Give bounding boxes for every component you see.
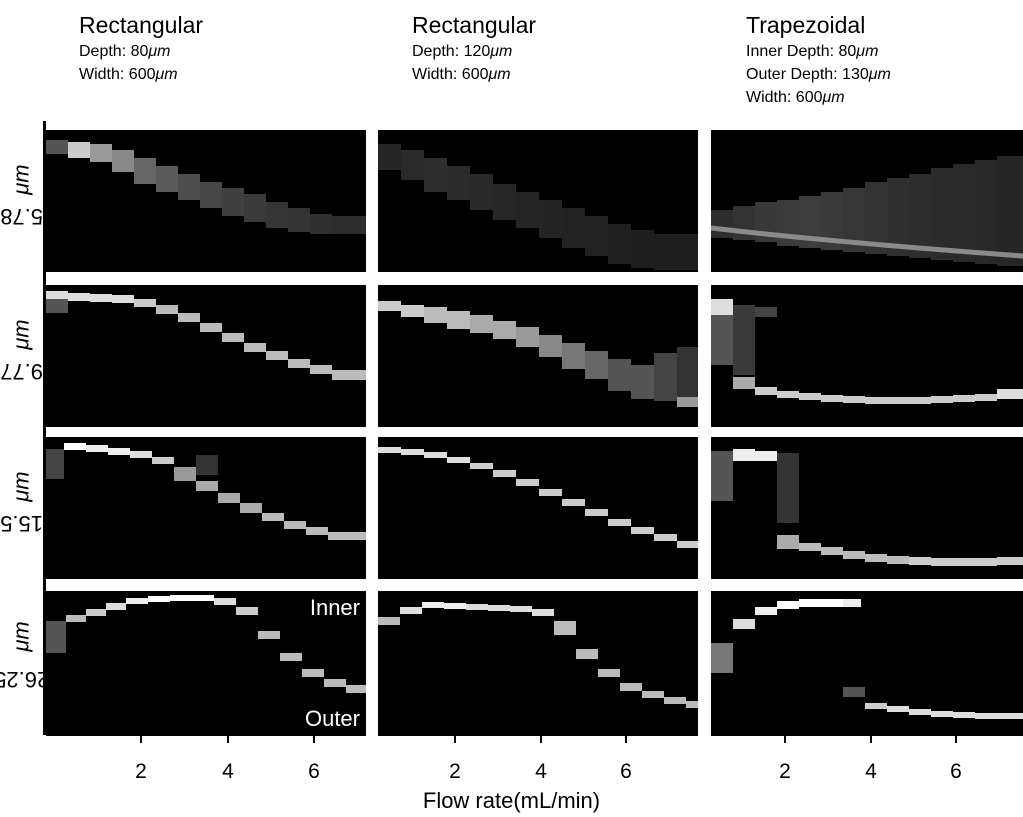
image-panel-r3-c1 xyxy=(378,591,698,736)
image-panel-r1-c2 xyxy=(711,285,1023,427)
x-tick-label: 4 xyxy=(222,760,234,783)
x-tick xyxy=(784,736,786,743)
image-panel-r0-c0 xyxy=(46,130,366,272)
column-title: Rectangular xyxy=(412,12,537,38)
column-detail: Width: 600μm xyxy=(79,66,178,83)
column-detail: Width: 600μm xyxy=(746,89,845,106)
x-tick xyxy=(454,736,456,743)
column-detail: Inner Depth: 80μm xyxy=(746,43,879,60)
y-axis-line xyxy=(43,121,46,735)
x-tick-label: 2 xyxy=(135,760,147,783)
stream-trace xyxy=(378,301,698,407)
stream-trace xyxy=(711,299,1023,404)
row-label-3: 26.25μm xyxy=(0,620,50,692)
column-header-0: Rectangular Depth: 80μm Width: 600μm xyxy=(79,10,203,86)
x-tick-label: 4 xyxy=(865,760,877,783)
x-tick-label: 6 xyxy=(308,760,320,783)
row-label-0: 5.78μm xyxy=(0,164,44,230)
x-tick xyxy=(955,736,957,743)
image-panel-r2-c2 xyxy=(711,437,1023,579)
image-panel-r1-c1 xyxy=(378,285,698,427)
column-title: Trapezoidal xyxy=(746,12,866,38)
row-label-1: 9.77μm xyxy=(0,319,44,385)
inner-annotation: Inner xyxy=(309,595,360,620)
x-tick-label: 2 xyxy=(779,760,791,783)
column-header-2: Trapezoidal Inner Depth: 80μm Outer Dept… xyxy=(746,10,891,109)
stream-trace xyxy=(378,144,698,270)
image-panel-r3-c2 xyxy=(711,591,1023,736)
x-tick-label: 6 xyxy=(620,760,632,783)
column-detail: Depth: 120μm xyxy=(412,43,513,60)
stream-trace xyxy=(46,595,366,693)
image-panel-r0-c2 xyxy=(711,130,1023,272)
x-tick xyxy=(140,736,142,743)
x-tick xyxy=(625,736,627,743)
x-tick xyxy=(227,736,229,743)
stream-trace xyxy=(378,602,698,708)
row-label-2: 15.5μm xyxy=(0,471,44,537)
image-panel-r2-c0 xyxy=(46,437,366,579)
stream-trace xyxy=(378,447,698,548)
image-panel-r3-c0: Inner Outer xyxy=(46,591,366,736)
x-tick-label: 6 xyxy=(950,760,962,783)
x-tick-label: 2 xyxy=(449,760,461,783)
column-title: Rectangular xyxy=(79,12,204,38)
x-axis-title: Flow rate(mL/min) xyxy=(422,788,601,813)
x-tick xyxy=(313,736,315,743)
x-tick xyxy=(870,736,872,743)
stream-trace xyxy=(46,291,366,380)
stream-trace xyxy=(46,443,366,540)
column-detail: Outer Depth: 130μm xyxy=(746,66,891,83)
column-detail: Width: 600μm xyxy=(412,66,511,83)
stream-trace xyxy=(46,140,366,234)
stream-trace xyxy=(711,449,1023,566)
x-tick-label: 4 xyxy=(535,760,547,783)
column-header-1: Rectangular Depth: 120μm Width: 600μm xyxy=(412,10,536,86)
column-detail: Depth: 80μm xyxy=(79,43,171,60)
x-tick xyxy=(540,736,542,743)
image-panel-r0-c1 xyxy=(378,130,698,272)
outer-annotation: Outer xyxy=(304,706,360,731)
image-panel-r1-c0 xyxy=(46,285,366,427)
image-panel-r2-c1 xyxy=(378,437,698,579)
stream-trace xyxy=(711,156,1023,266)
stream-trace xyxy=(711,599,1023,719)
